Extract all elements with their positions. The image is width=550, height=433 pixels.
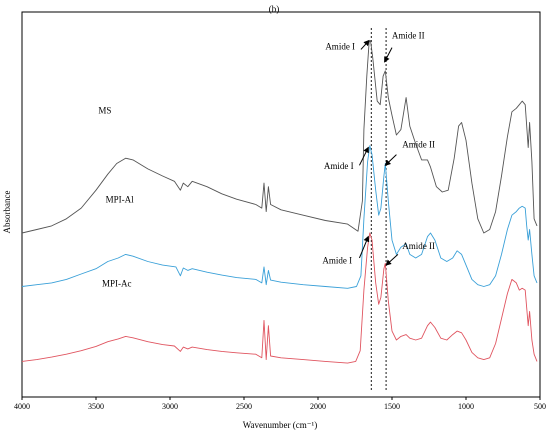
series-line bbox=[21, 232, 538, 364]
plot-frame bbox=[21, 11, 541, 398]
series-label: MS bbox=[98, 106, 111, 116]
x-axis-title: Wavenumber (cm⁻¹) bbox=[243, 420, 317, 430]
annotation-arrow bbox=[384, 154, 397, 166]
series-line bbox=[21, 40, 538, 234]
annotation-label: Amide II bbox=[392, 31, 425, 41]
annotation-arrow bbox=[360, 39, 370, 50]
annotation-arrow bbox=[358, 146, 369, 166]
series-label: MPI-Al bbox=[106, 195, 135, 205]
annotation-label: Amide I bbox=[325, 41, 355, 51]
x-tick-label: 500 bbox=[534, 402, 546, 411]
annotation-label: Amide II bbox=[402, 139, 435, 149]
x-tick-label: 2500 bbox=[236, 402, 252, 411]
y-axis-title: Absorbance bbox=[2, 191, 12, 234]
x-tick-label: 3000 bbox=[162, 402, 178, 411]
series-line bbox=[21, 145, 538, 289]
x-tick-label: 1500 bbox=[384, 402, 400, 411]
annotation-label: Amide I bbox=[324, 161, 354, 171]
x-tick-label: 1000 bbox=[458, 402, 474, 411]
annotation-arrow bbox=[358, 235, 370, 259]
x-tick-label: 3500 bbox=[88, 402, 104, 411]
annotation-arrow bbox=[384, 47, 393, 63]
series-label: MPI-Ac bbox=[102, 278, 132, 288]
plot-area: 4000 3500 3000 2500 2000 1500 1000 500 MS MPI-Al M… bbox=[14, 11, 546, 411]
x-tick-label: 4000 bbox=[14, 402, 30, 411]
annotation-arrow bbox=[385, 254, 399, 266]
x-tick-label: 2000 bbox=[310, 402, 326, 411]
annotation-label: Amide I bbox=[322, 255, 352, 265]
annotation-label: Amide II bbox=[402, 241, 435, 251]
panel-label: (b) bbox=[269, 4, 280, 14]
